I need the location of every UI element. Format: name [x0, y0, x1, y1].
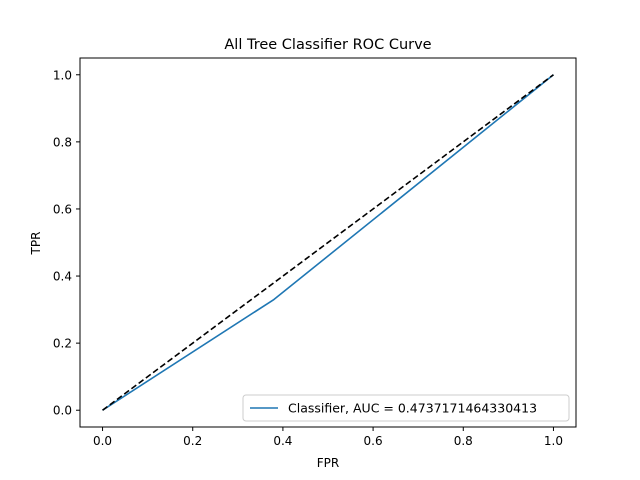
x-axis-label: FPR: [317, 456, 339, 470]
diagonal-reference-line: [102, 74, 554, 411]
legend-box: [242, 394, 570, 422]
y-tick-label: 0.6: [53, 202, 72, 216]
chart-title: All Tree Classifier ROC Curve: [224, 37, 431, 53]
x-tick-label: 1.0: [544, 434, 563, 448]
x-tick-label: 0.6: [364, 434, 383, 448]
legend: Classifier, AUC = 0.4737171464330413: [242, 394, 570, 422]
y-tick-label: 1.0: [53, 68, 72, 82]
y-axis-label: TPR: [29, 232, 43, 256]
y-tick-label: 0.2: [53, 337, 72, 351]
axes-frame: [79, 57, 577, 428]
y-tick-label: 0.8: [53, 135, 72, 149]
x-tick-label: 0.8: [454, 434, 473, 448]
roc-curve-line: [102, 74, 554, 411]
legend-label-classifier: Classifier, AUC = 0.4737171464330413: [288, 401, 537, 416]
y-tick-label: 0.4: [53, 270, 72, 284]
x-tick-label: 0.2: [183, 434, 202, 448]
y-tick-label: 0.0: [53, 404, 72, 418]
x-tick-label: 0.4: [273, 434, 292, 448]
x-tick-label: 0.0: [93, 434, 112, 448]
plot-series: [102, 74, 554, 411]
axis-ticks: 0.0 0.2 0.4 0.6 0.8 1.0 0.0 0.2 0.4 0.6 0.8 1.0: [53, 68, 563, 448]
